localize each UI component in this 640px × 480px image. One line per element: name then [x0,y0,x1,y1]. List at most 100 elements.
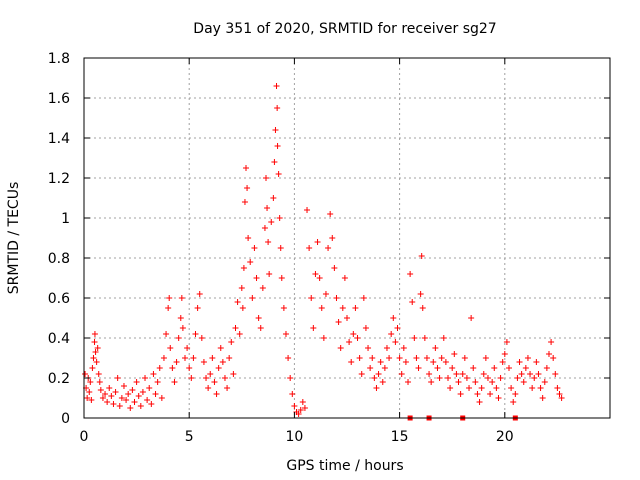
data-point [276,215,283,221]
data-point [434,365,441,371]
data-point [449,365,456,371]
data-point [160,355,167,361]
data-point [539,395,546,401]
data-point [82,371,89,377]
data-point [175,335,182,341]
data-point [148,401,155,407]
data-point [402,359,409,365]
data-point [245,235,252,241]
data-point [447,385,454,391]
data-point [405,379,412,385]
data-point [451,351,458,357]
data-point [196,291,203,297]
data-point [329,235,336,241]
data-point [537,385,544,391]
data-point [333,295,340,301]
data-point [306,245,313,251]
data-point [244,185,251,191]
data-point [112,389,119,395]
data-point [558,395,565,401]
data-point [89,365,96,371]
x-tick-label: 5 [185,429,194,445]
y-tick-label: 1.6 [48,91,70,107]
data-point [348,359,355,365]
data-point [264,205,271,211]
data-point [474,391,481,397]
data-point [282,331,289,337]
data-point [522,365,529,371]
data-point [310,325,317,331]
data-point [266,271,273,277]
data-point [413,355,420,361]
data-point [169,365,176,371]
data-point [514,375,521,381]
data-points [82,83,565,421]
data-point [352,305,359,311]
data-point [127,405,134,411]
grid-lines [84,58,610,418]
data-point [318,305,325,311]
data-point [120,383,127,389]
data-point [247,259,254,265]
data-point [142,375,149,381]
data-point [280,305,287,311]
data-point [91,331,98,337]
axis-ticks: 0 5 10 15 20 0 0.2 0.4 0.6 0.8 1 1.2 1.4 1.6 1.8 [48,51,610,445]
data-point [272,127,279,133]
data-point [472,379,479,385]
data-point [249,295,256,301]
data-point [554,385,561,391]
data-point [506,365,513,371]
data-point [241,199,248,205]
data-point [478,385,485,391]
data-point [512,391,519,397]
data-point [171,379,178,385]
data-point [535,371,542,377]
data-point [93,359,100,365]
data-point [491,365,498,371]
data-point [383,345,390,351]
data-point [108,393,115,399]
data-point [234,299,241,305]
data-point [369,355,376,361]
data-point [270,195,277,201]
data-point [243,165,250,171]
data-point [205,385,212,391]
data-point [261,225,268,231]
data-point [91,339,98,345]
data-point [301,405,308,411]
data-point [501,351,508,357]
data-point [163,331,170,337]
data-point [221,375,228,381]
data-point [184,345,191,351]
data-point [308,295,315,301]
y-tick-label: 1.2 [48,171,70,187]
chart-title: Day 351 of 2020, SRMTID for receiver sg2… [193,21,496,37]
data-point [518,371,525,377]
data-point [421,335,428,341]
data-point [335,319,342,325]
data-point [529,385,536,391]
data-point [527,371,534,377]
data-point [476,399,483,405]
plot-frame [83,57,611,419]
data-point [316,275,323,281]
data-point [173,359,180,365]
data-point [131,399,138,405]
data-point [371,375,378,381]
data-point [207,371,214,377]
data-point [156,365,163,371]
data-point [524,355,531,361]
data-point [459,371,466,377]
data-point [497,375,504,381]
data-point [339,305,346,311]
data-point [278,275,285,281]
data-point [520,379,527,385]
y-tick-label: 1.4 [48,131,70,147]
data-point [123,397,130,403]
data-point [297,407,304,413]
data-point [295,411,302,417]
data-point [415,365,422,371]
data-point [287,375,294,381]
